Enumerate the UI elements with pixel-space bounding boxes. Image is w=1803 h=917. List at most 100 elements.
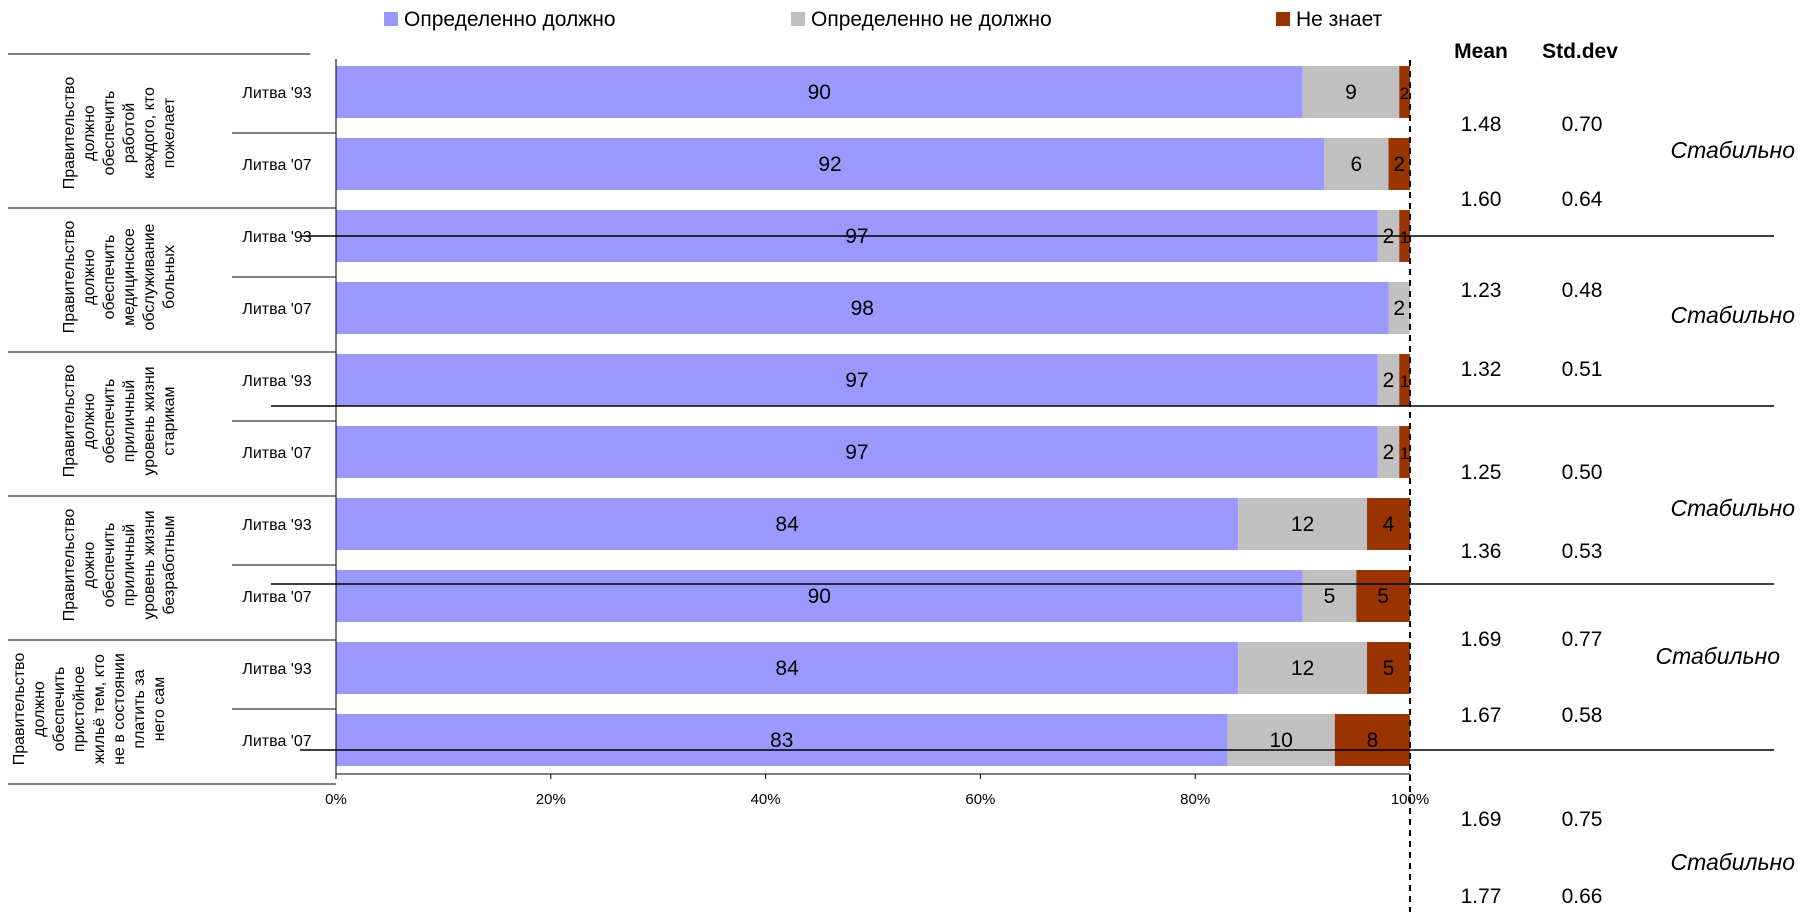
group-label-4-line-3: обеспечить: [101, 523, 118, 608]
bar-row6-series3: [1399, 426, 1410, 478]
bar-row10-series1: [336, 714, 1228, 766]
category-label-row8: Литва '07: [242, 589, 311, 606]
bar-row6-series1: [336, 426, 1378, 478]
stat-std-10: 0.66: [1562, 885, 1603, 908]
category-label-row1: Литва '93: [242, 85, 311, 102]
bar-row8-series1: [336, 570, 1303, 622]
group-label-3-line-6: старикам: [161, 386, 178, 455]
category-label-row10: Литва '07: [242, 733, 311, 750]
bar-row8-series3: [1356, 570, 1410, 622]
data-label-row7-series3: 4: [1383, 513, 1395, 536]
group-label-2-line-5: обслуживание: [141, 223, 158, 330]
stat-std-9: 0.75: [1562, 808, 1603, 831]
data-label-row2-series3: 2: [1393, 153, 1405, 176]
category-label-row4: Литва '07: [242, 301, 311, 318]
stat-std-8: 0.58: [1562, 704, 1603, 727]
data-label-row3-series3: 1: [1400, 228, 1409, 247]
bar-row2-series2: [1324, 138, 1389, 190]
stat-mean-1: 1.48: [1461, 113, 1502, 136]
data-label-row9-series2: 12: [1291, 657, 1314, 680]
group-label-2-line-6: больных: [161, 245, 178, 309]
group-label-5-line-7: платить за: [131, 669, 148, 748]
x-tick-label-1: 0%: [325, 791, 347, 808]
stat-mean-9: 1.69: [1461, 808, 1502, 831]
group-label-3: Правительство должно обеспечить приличный ур…: [61, 365, 178, 478]
x-tick-label-4: 60%: [965, 791, 995, 808]
bar-row9-series2: [1238, 642, 1368, 694]
group-label-1-line-5: каждого, кто: [141, 87, 158, 179]
data-label-row8-series1: 90: [808, 585, 831, 608]
group-label-4-line-5: уровень жизни: [141, 510, 158, 619]
stat-std-7: 0.77: [1562, 628, 1603, 651]
category-label-row2: Литва '07: [242, 157, 311, 174]
legend-swatch-3: [1276, 12, 1290, 26]
group-label-4-line-4: приличный: [121, 524, 138, 606]
bar-row4-series1: [336, 282, 1389, 334]
bar-row7-series1: [336, 498, 1239, 550]
category-label-row5: Литва '93: [242, 373, 311, 390]
data-label-row5-series2: 2: [1383, 369, 1395, 392]
trend-label-5: Стабильно: [1670, 849, 1795, 875]
trend-label-1: Стабильно: [1670, 137, 1795, 163]
bar-row2-series3: [1388, 138, 1410, 190]
group-label-2-line-2: должно: [81, 249, 98, 305]
x-tick-label-3: 40%: [751, 791, 781, 808]
legend-label-3: Не знает: [1296, 8, 1383, 31]
group-label-1-line-6: пожелает: [161, 97, 178, 168]
data-label-row10-series1: 83: [770, 729, 793, 752]
stat-mean-3: 1.23: [1461, 279, 1502, 302]
data-label-row1-series1: 90: [808, 81, 831, 104]
group-label-3-line-1: Правительство: [61, 365, 78, 478]
stat-std-2: 0.64: [1562, 188, 1603, 211]
x-tick-label-5: 80%: [1180, 791, 1210, 808]
stat-std-4: 0.51: [1562, 358, 1603, 381]
group-label-5-line-4: пристойное: [71, 666, 88, 752]
group-label-2-line-1: Правительство: [61, 221, 78, 334]
group-label-4-line-1: Правительство: [61, 509, 78, 622]
category-label-row6: Литва '07: [242, 445, 311, 462]
group-label-4: Правительство дожно обеспечить приличный уро…: [61, 509, 178, 622]
group-label-5-line-5: жильё тем, кто: [91, 654, 108, 764]
group-label-5-line-8: него сам: [151, 677, 168, 741]
bar-row7-series3: [1367, 498, 1410, 550]
data-label-row7-series1: 84: [775, 513, 799, 536]
data-label-row1-series3: 2: [1400, 84, 1409, 103]
data-label-row9-series1: 84: [775, 657, 799, 680]
bar-row1-series1: [336, 66, 1303, 118]
group-label-2-line-3: обеспечить: [101, 235, 118, 320]
group-label-3-line-5: уровень жизни: [141, 366, 158, 475]
legend-swatch-2: [791, 12, 805, 26]
trend-label-2: Стабильно: [1670, 302, 1795, 328]
bar-row10-series3: [1334, 714, 1410, 766]
bar-row1-series3: [1399, 66, 1410, 118]
group-label-5-line-2: должно: [31, 681, 48, 737]
data-label-row10-series2: 10: [1269, 729, 1292, 752]
stats-header-std: Std.dev: [1542, 40, 1618, 63]
bar-row9-series1: [336, 642, 1239, 694]
data-label-row2-series2: 6: [1350, 153, 1362, 176]
group-label-5-line-3: обеспечить: [51, 667, 68, 752]
category-label-row9: Литва '93: [242, 661, 311, 678]
bar-row10-series2: [1227, 714, 1335, 766]
x-tick-label-2: 20%: [536, 791, 566, 808]
data-label-row4-series2: 2: [1393, 297, 1405, 320]
data-label-row6-series2: 2: [1383, 441, 1395, 464]
trend-label-4: Стабильно: [1655, 643, 1780, 669]
legend-swatch-1: [384, 12, 398, 26]
group-label-3-line-4: приличный: [121, 380, 138, 462]
group-label-2: Правительство должно обеспечить медицинское…: [61, 221, 178, 334]
data-label-row6-series3: 1: [1400, 444, 1409, 463]
data-label-row8-series3: 5: [1377, 585, 1389, 608]
stat-std-6: 0.53: [1562, 540, 1603, 563]
group-label-5-line-6: не в состоянии: [111, 653, 128, 765]
trend-label-3: Стабильно: [1670, 495, 1795, 521]
group-label-1-line-3: обеспечить: [101, 91, 118, 176]
data-label-row7-series2: 12: [1291, 513, 1314, 536]
group-label-3-line-2: должно: [81, 393, 98, 449]
group-label-5: Правительство должно обеспечить пристойное ж…: [11, 653, 168, 766]
group-label-1-line-4: работой: [121, 103, 138, 164]
bar-row4-series2: [1388, 282, 1410, 334]
group-label-1-line-2: должно: [81, 105, 98, 161]
bar-row5-series3: [1399, 354, 1410, 406]
